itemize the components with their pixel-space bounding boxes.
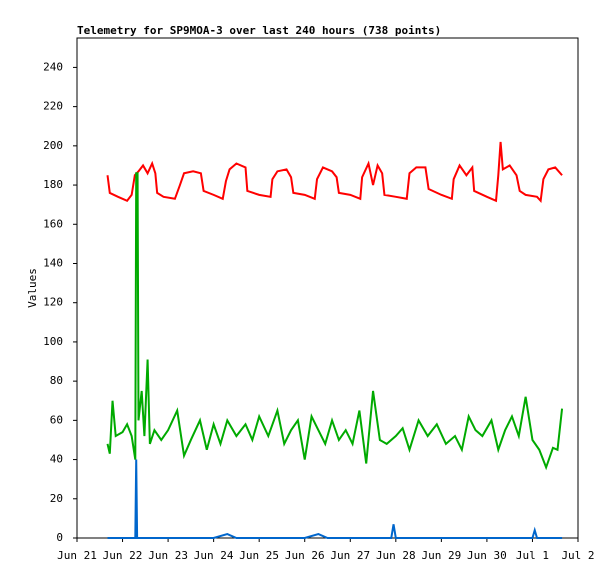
x-tick-label: Jul 2 bbox=[561, 549, 594, 562]
x-tick-label: Jun 27 bbox=[330, 549, 370, 562]
y-tick-label: 180 bbox=[43, 178, 63, 191]
series-line bbox=[106, 141, 563, 203]
x-tick-label: Jun 24 bbox=[194, 549, 234, 562]
y-tick-label: 120 bbox=[43, 296, 63, 309]
x-tick-label: Jun 25 bbox=[239, 549, 279, 562]
y-tick-label: 240 bbox=[43, 60, 63, 73]
y-tick-label: 140 bbox=[43, 256, 63, 269]
y-tick-label: 0 bbox=[56, 531, 63, 544]
y-tick-label: 220 bbox=[43, 100, 63, 113]
x-tick-label: Jun 22 bbox=[103, 549, 143, 562]
y-tick-label: 160 bbox=[43, 217, 63, 230]
x-tick-label: Jun 29 bbox=[421, 549, 461, 562]
x-tick-label: Jun 28 bbox=[376, 549, 416, 562]
plot-frame bbox=[76, 37, 579, 539]
x-tick-label: Jun 23 bbox=[148, 549, 188, 562]
series-line bbox=[106, 172, 564, 471]
y-tick-label: 20 bbox=[50, 492, 63, 505]
y-tick-label: 40 bbox=[50, 453, 63, 466]
x-tick-label: Jun 21 bbox=[57, 549, 97, 562]
x-tick-label: Jun 30 bbox=[467, 549, 507, 562]
y-tick-label: 100 bbox=[43, 335, 63, 348]
x-tick-label: Jul 1 bbox=[516, 549, 549, 562]
series-line bbox=[107, 459, 563, 539]
x-tick-label: Jun 26 bbox=[285, 549, 325, 562]
y-tick-label: 80 bbox=[50, 374, 63, 387]
y-axis-label: Values bbox=[26, 268, 39, 308]
chart-title: Telemetry for SP9MOA-3 over last 240 hou… bbox=[77, 24, 441, 37]
y-tick-label: 200 bbox=[43, 139, 63, 152]
y-tick-label: 60 bbox=[50, 413, 63, 426]
